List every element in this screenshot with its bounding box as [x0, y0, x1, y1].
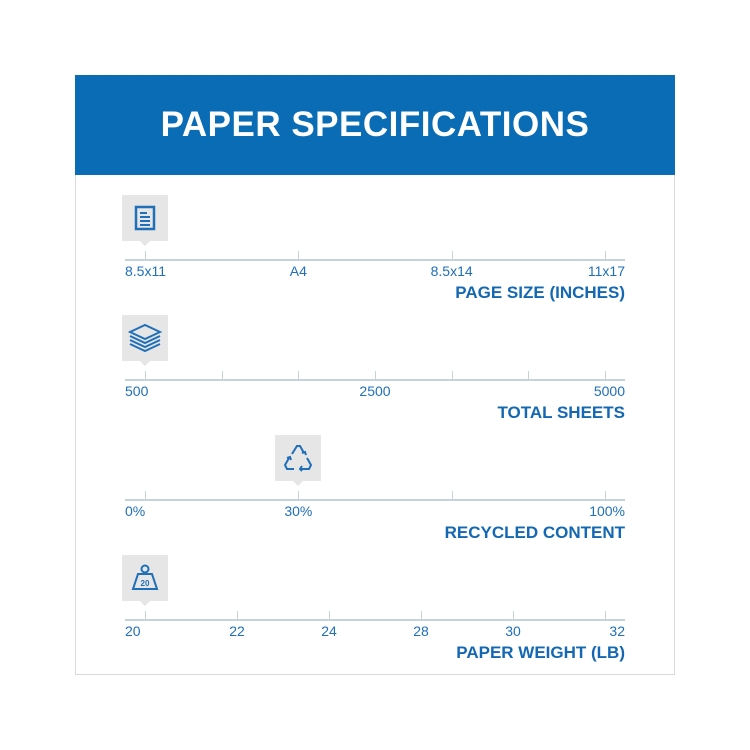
recycle-icon — [275, 435, 322, 486]
tick-label: 8.5x14 — [430, 263, 473, 279]
axis-tick — [145, 371, 146, 380]
axis-tick — [605, 251, 606, 260]
axis-tick — [221, 371, 223, 380]
tick-label: 28 — [413, 623, 429, 639]
axis-tick — [298, 491, 300, 500]
tick-label: 100% — [589, 503, 625, 519]
header-banner: PAPER SPECIFICATIONS — [75, 75, 675, 175]
axis-tick — [145, 491, 146, 500]
scale-3: 20 22 24 28 30 32 PAPER WEIGHT (LB) 20 — [0, 0, 750, 662]
scale-title: TOTAL SHEETS — [497, 403, 625, 422]
scale-1: 500 2500 5000 TOTAL SHEETS — [0, 0, 750, 422]
axis-tick — [605, 611, 606, 620]
paper-stack-icon — [122, 315, 168, 366]
tick-label: 24 — [321, 623, 337, 639]
axis-line — [125, 259, 625, 261]
scale-title: PAPER WEIGHT (LB) — [456, 643, 625, 662]
axis-line — [125, 379, 625, 381]
axis-tick — [421, 611, 422, 620]
scale-title: PAGE SIZE (INCHES) — [455, 283, 625, 302]
page-title: PAPER SPECIFICATIONS — [160, 105, 590, 144]
tick-label: 30% — [284, 503, 313, 519]
axis-tick — [513, 611, 514, 620]
tick-label: 8.5x11 — [125, 263, 166, 279]
axis-tick — [451, 251, 453, 260]
scale-0: 8.5x11 A4 8.5x14 11x17 PAGE SIZE (INCHES) — [0, 0, 750, 302]
axis-tick — [451, 371, 453, 380]
tick-label: 32 — [609, 623, 625, 639]
axis-tick — [375, 371, 376, 380]
tick-label: 22 — [229, 623, 245, 639]
tick-label: 5000 — [593, 383, 625, 399]
scale-2: 0% 30% 100% RECYCLED CONTENT — [0, 0, 750, 542]
tick-label: 0% — [125, 503, 146, 519]
weight-icon: 20 — [122, 555, 168, 606]
axis-tick — [237, 611, 238, 620]
tick-label: A4 — [289, 263, 307, 279]
scale-title: RECYCLED CONTENT — [444, 523, 625, 542]
axis-tick — [605, 371, 606, 380]
axis-tick — [605, 491, 606, 500]
axis-tick — [451, 491, 453, 500]
axis-line — [125, 499, 625, 501]
tick-label: 30 — [505, 623, 521, 639]
tick-label: 500 — [125, 383, 149, 399]
axis-tick — [528, 371, 530, 380]
tick-label: 2500 — [359, 383, 391, 399]
axis-line — [125, 619, 625, 621]
axis-tick — [298, 371, 300, 380]
document-icon — [122, 195, 168, 246]
axis-tick — [329, 611, 330, 620]
axis-tick — [145, 251, 146, 260]
svg-text:20: 20 — [141, 579, 150, 588]
tick-label: 20 — [125, 623, 141, 639]
tick-label: 11x17 — [587, 263, 625, 279]
axis-tick — [298, 251, 300, 260]
axis-tick — [145, 611, 146, 620]
